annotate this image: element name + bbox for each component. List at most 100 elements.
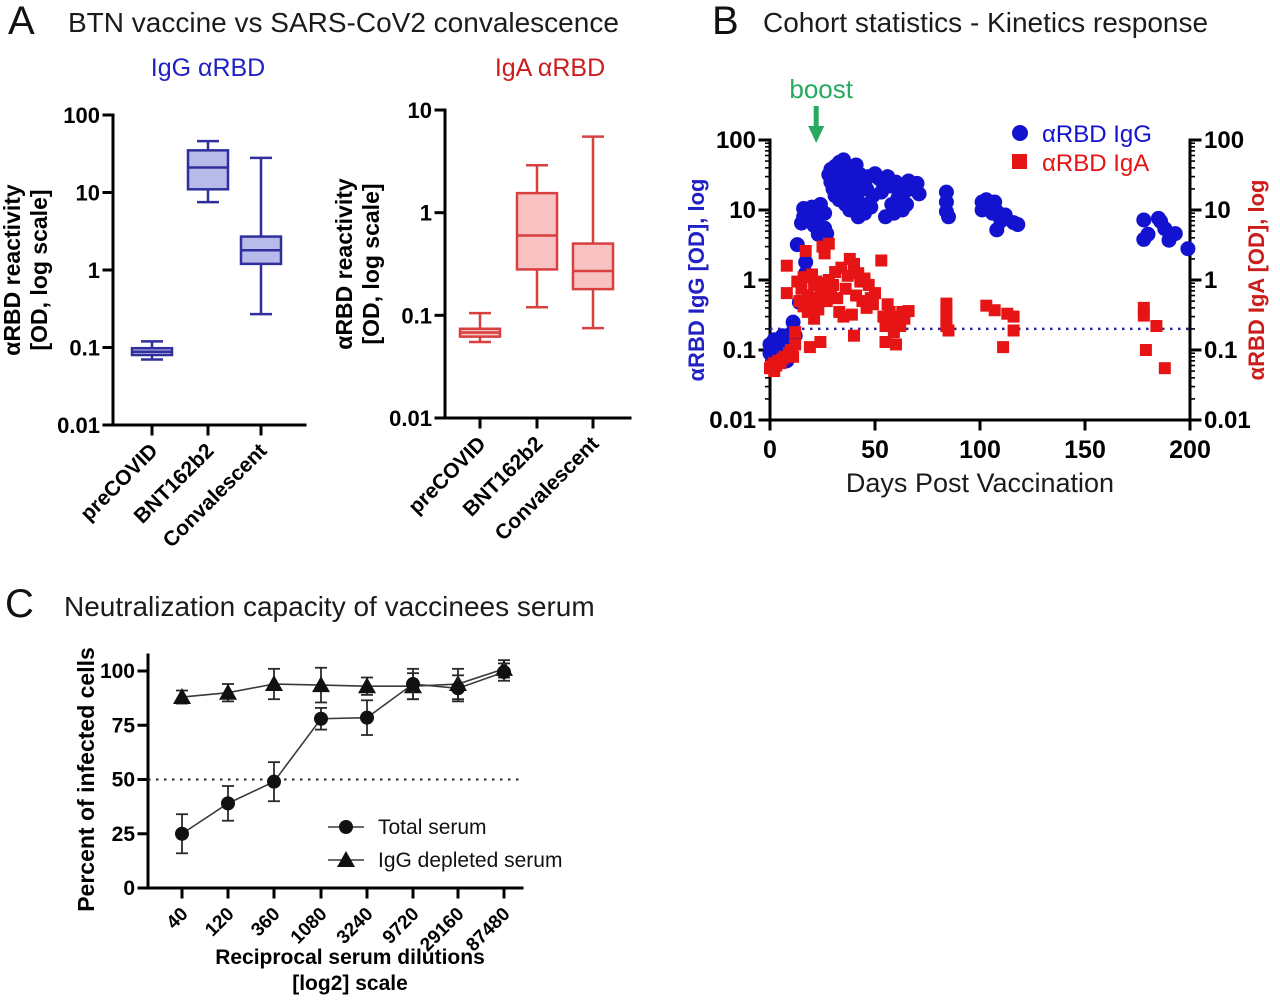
series-circle xyxy=(175,662,511,855)
svg-text:25: 25 xyxy=(112,823,136,846)
svg-text:100: 100 xyxy=(959,436,1001,464)
data-point xyxy=(1180,241,1196,257)
svg-text:100: 100 xyxy=(63,103,100,128)
legend-square-icon xyxy=(1012,154,1027,169)
data-point xyxy=(1136,212,1152,228)
svg-text:100: 100 xyxy=(1204,127,1244,154)
svg-text:100: 100 xyxy=(100,660,135,683)
data-point xyxy=(839,282,852,295)
svg-text:[OD, log scale]: [OD, log scale] xyxy=(358,183,384,344)
data-point xyxy=(787,350,800,363)
svg-text:1: 1 xyxy=(1204,267,1217,294)
data-point xyxy=(1007,324,1020,337)
svg-text:Days Post Vaccination: Days Post Vaccination xyxy=(846,468,1114,498)
data-point xyxy=(267,774,281,789)
iga-box-plot-chart: 10 1 0.1 0.01 αRBD reactivity [OD, log scale]… xyxy=(331,98,632,545)
svg-text:IgG depleted serum: IgG depleted serum xyxy=(378,849,562,872)
igg-box-subtitle: IgG αRBD xyxy=(150,54,266,82)
data-point xyxy=(863,199,879,215)
data-point xyxy=(845,308,858,321)
svg-text:10: 10 xyxy=(729,197,756,224)
box-BNT162b2 xyxy=(515,191,559,271)
svg-text:αRBD IgG: αRBD IgG xyxy=(1042,121,1152,148)
data-point xyxy=(406,677,420,692)
iga-box-boxes xyxy=(458,135,615,344)
igg-box-plot-chart: 100 10 1 0.1 0.01 αRBD reactivity [OD, log sca… xyxy=(0,103,307,552)
svg-text:Reciprocal serum dilutions: Reciprocal serum dilutions xyxy=(215,946,485,969)
boost-annotation: boost xyxy=(789,74,854,143)
data-point xyxy=(780,259,793,272)
data-point xyxy=(1139,344,1152,356)
kinetics-axes: 100 100 10 10 1 1 0.1 0.1 0.01 0.01 0 50 100 150 200 Da… xyxy=(684,127,1269,498)
svg-text:1: 1 xyxy=(420,201,432,226)
data-point xyxy=(1158,362,1171,375)
box-Convalescent xyxy=(571,242,615,291)
data-point xyxy=(814,336,827,349)
svg-text:50: 50 xyxy=(112,769,135,792)
svg-text:αRBD IgG [OD], log: αRBD IgG [OD], log xyxy=(684,179,709,382)
data-point xyxy=(451,681,465,696)
svg-text:0.01: 0.01 xyxy=(57,413,100,438)
data-point xyxy=(1140,226,1156,242)
svg-text:75: 75 xyxy=(112,714,136,737)
neut-legend: Total serum IgG depleted serum xyxy=(328,816,562,872)
svg-text:Percent of infected cells: Percent of infected cells xyxy=(73,647,99,912)
data-point xyxy=(848,329,860,342)
data-point xyxy=(312,676,330,693)
data-point xyxy=(221,796,235,811)
data-point xyxy=(822,237,835,250)
svg-text:150: 150 xyxy=(1064,436,1106,464)
svg-text:αRBD IgA: αRBD IgA xyxy=(1042,150,1149,177)
svg-text:αRBD reactivity: αRBD reactivity xyxy=(0,184,25,356)
data-point xyxy=(798,254,814,270)
panel-a-letter: A xyxy=(8,0,35,43)
svg-text:40: 40 xyxy=(163,904,193,934)
data-point xyxy=(265,675,283,692)
data-point xyxy=(789,338,802,351)
data-point xyxy=(841,269,854,282)
data-point xyxy=(175,826,189,841)
svg-text:100: 100 xyxy=(716,127,756,154)
svg-text:50: 50 xyxy=(861,436,889,464)
data-point xyxy=(819,226,835,242)
igg-data-points xyxy=(762,152,1196,369)
panel-a-title: BTN vaccine vs SARS-CoV2 convalescence xyxy=(68,7,619,38)
data-point xyxy=(219,683,237,700)
data-point xyxy=(941,209,956,225)
svg-text:120: 120 xyxy=(201,904,238,941)
svg-text:0: 0 xyxy=(763,436,777,464)
data-point xyxy=(1137,309,1150,322)
data-point xyxy=(1007,310,1020,323)
data-point xyxy=(785,314,801,330)
data-point xyxy=(997,341,1010,354)
kinetics-scatter-chart: 100 100 10 10 1 1 0.1 0.1 0.01 0.01 0 50 100 150 200 Da… xyxy=(684,74,1269,498)
legend-circle-icon xyxy=(1012,125,1028,141)
igg-box-axes: 100 10 1 0.1 0.01 αRBD reactivity [OD, log sca… xyxy=(0,103,307,552)
panel-c-title: Neutralization capacity of vaccinees ser… xyxy=(64,591,595,622)
panel-c-letter: C xyxy=(5,582,34,626)
data-point xyxy=(848,257,860,270)
data-point xyxy=(1010,217,1026,233)
svg-text:Total serum: Total serum xyxy=(378,816,487,839)
svg-text:boost: boost xyxy=(789,74,853,104)
data-point xyxy=(942,324,955,337)
svg-text:0.1: 0.1 xyxy=(1204,337,1237,364)
data-point xyxy=(1150,320,1163,333)
data-point xyxy=(902,305,915,318)
data-point xyxy=(831,292,844,305)
svg-text:αRBD IgA [OD], log: αRBD IgA [OD], log xyxy=(1244,180,1269,381)
svg-text:1: 1 xyxy=(88,258,100,283)
data-point xyxy=(817,205,833,221)
svg-text:0.1: 0.1 xyxy=(69,336,100,361)
data-point xyxy=(911,186,927,202)
panel-b-title: Cohort statistics - Kinetics response xyxy=(763,7,1209,38)
svg-text:0.01: 0.01 xyxy=(389,406,432,431)
data-point xyxy=(789,326,802,339)
svg-text:200: 200 xyxy=(1169,436,1211,464)
data-point xyxy=(827,278,839,291)
data-point xyxy=(890,338,902,351)
